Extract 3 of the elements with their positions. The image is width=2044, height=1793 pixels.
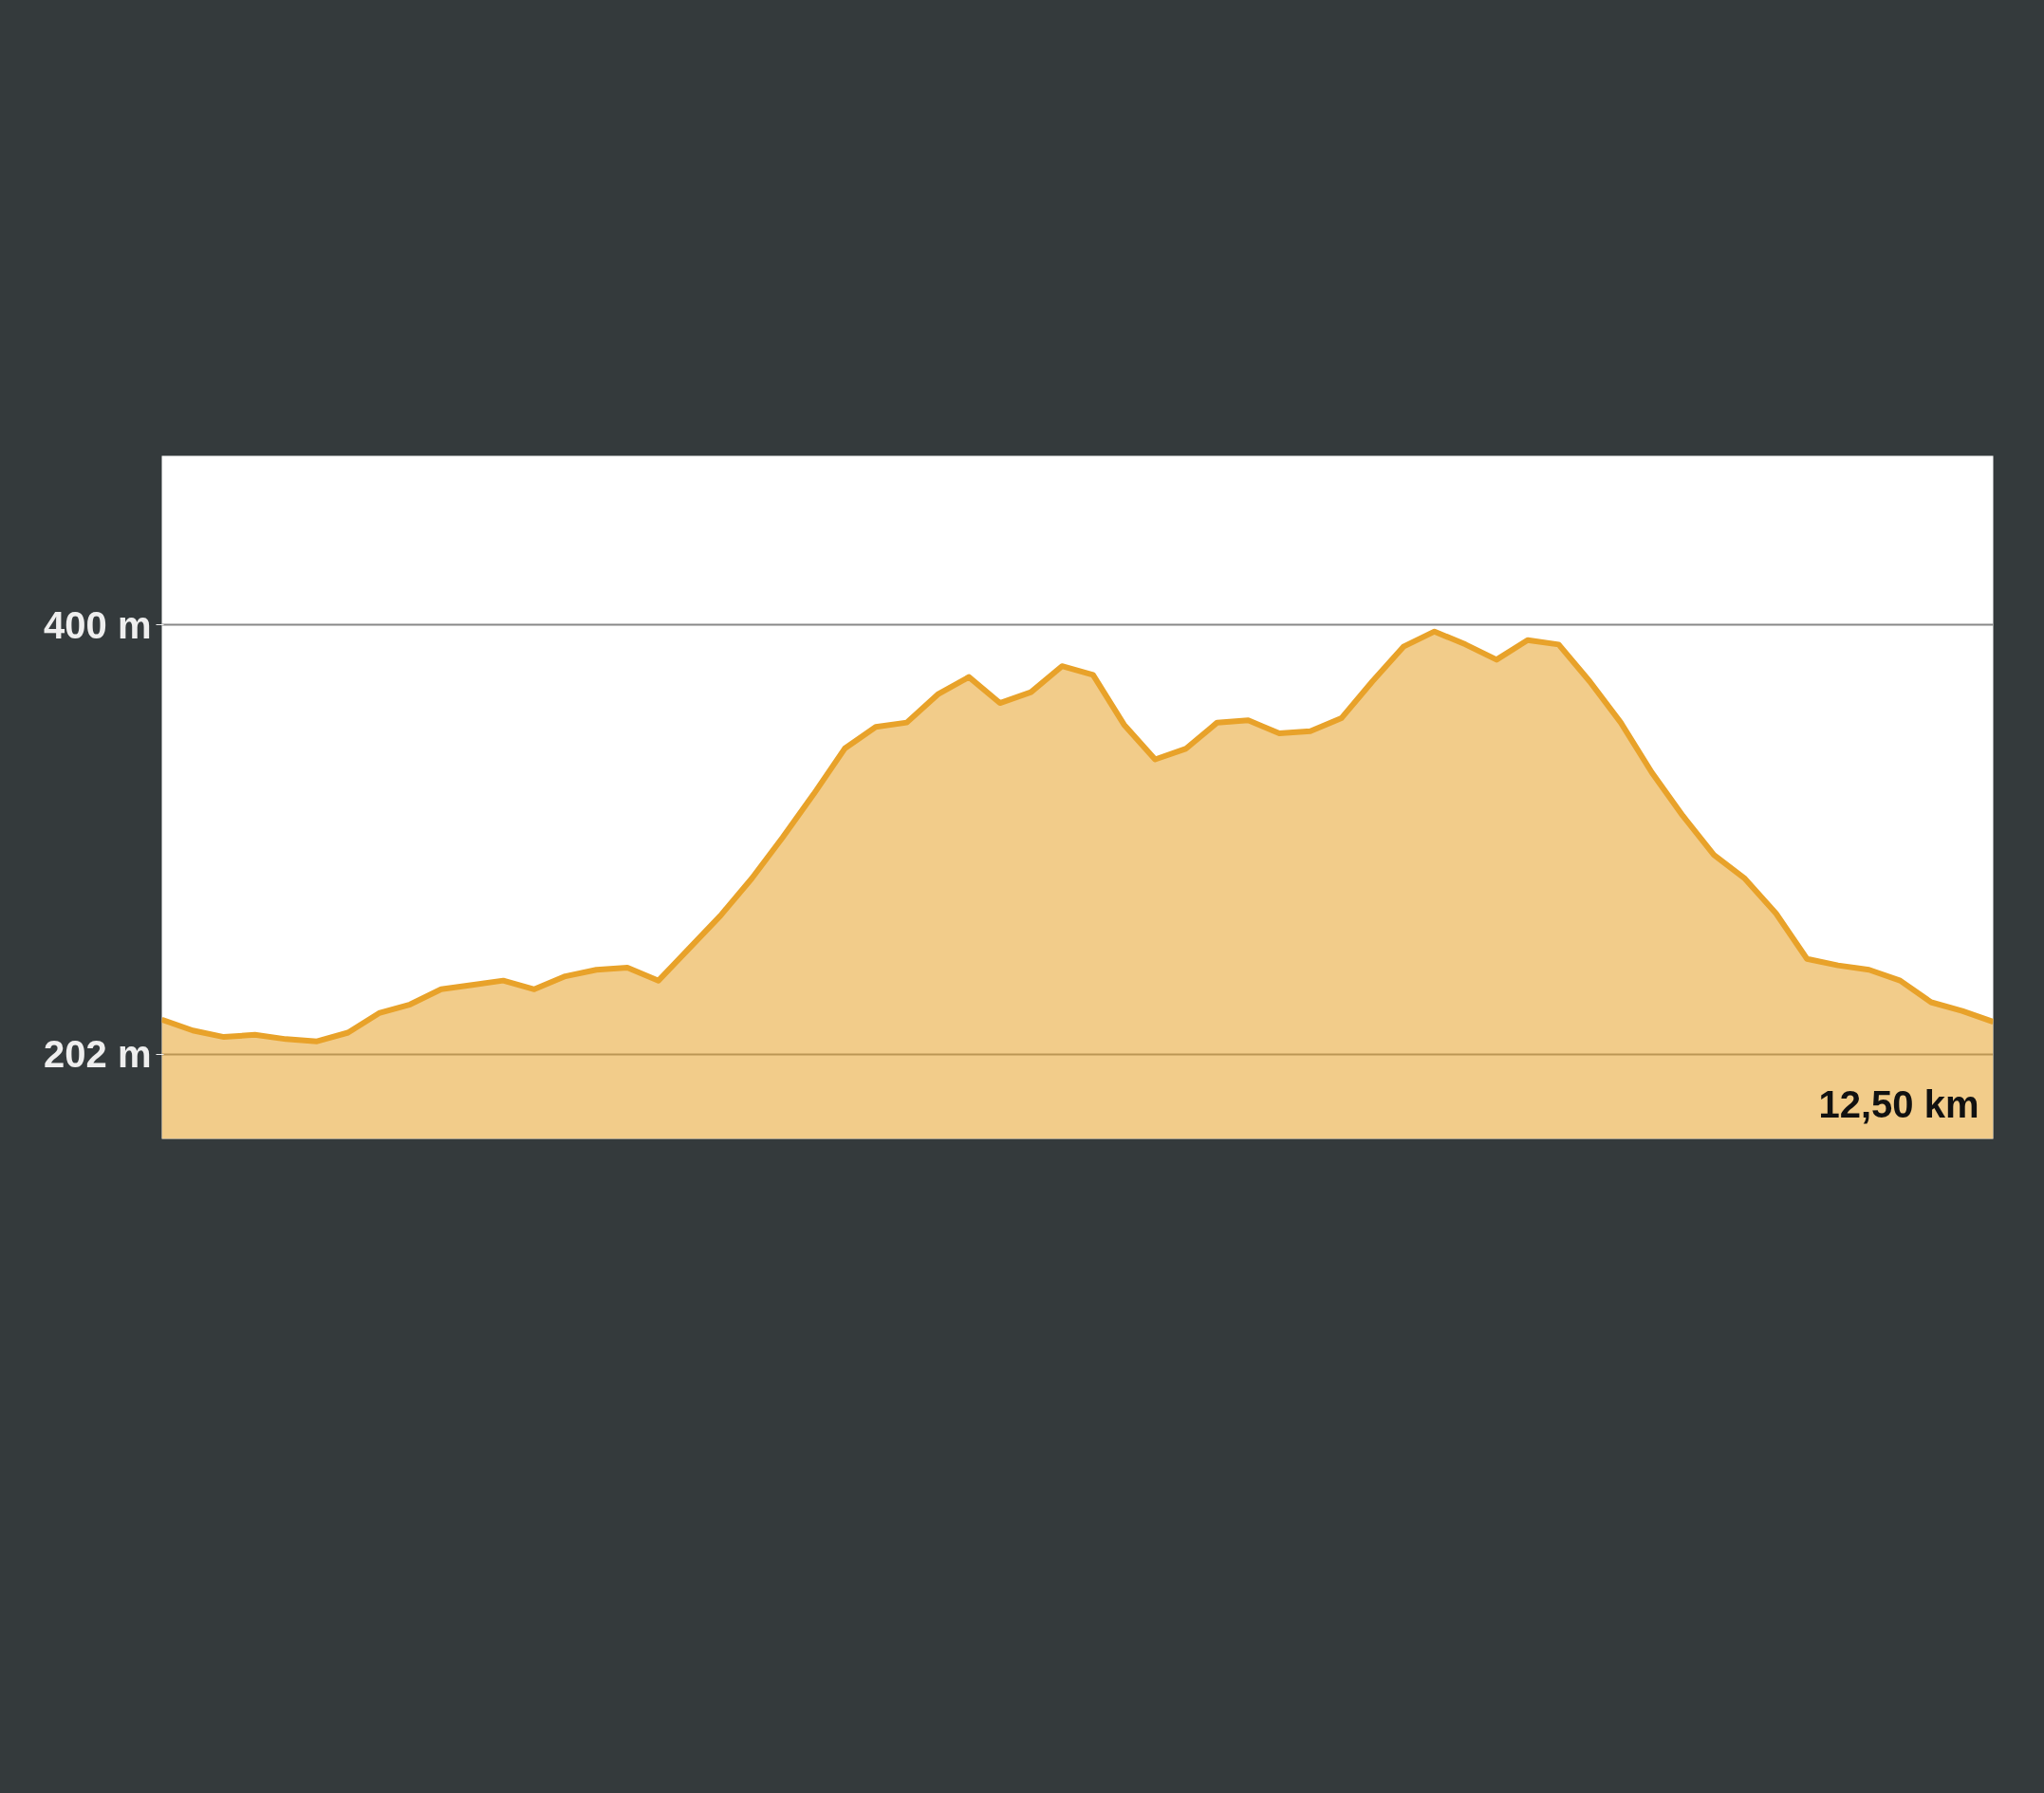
y-tick-label: 202 m — [44, 1033, 152, 1076]
y-tick-label: 400 m — [44, 603, 152, 646]
annotation: 12,50 km — [1818, 1082, 1979, 1125]
